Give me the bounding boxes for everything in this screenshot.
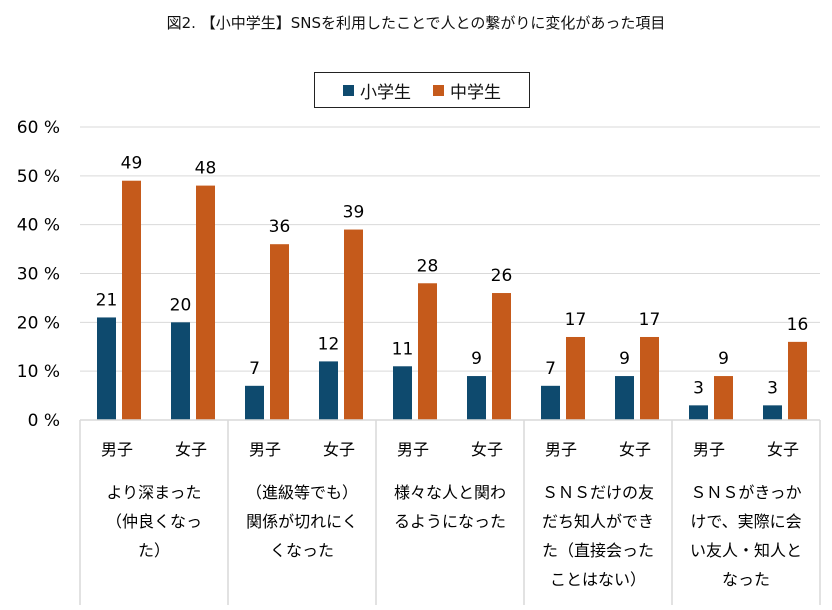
category-label: なった (722, 570, 770, 589)
bar-elementary (689, 405, 708, 420)
data-label: 9 (718, 349, 729, 369)
subcategory-label: 女子 (471, 440, 503, 459)
category-label: ＳＮＳだけの友 (542, 483, 654, 502)
bar-elementary (319, 361, 338, 420)
data-label: 36 (269, 217, 291, 237)
bar-elementary (393, 366, 412, 420)
bar-junior-high (492, 293, 511, 420)
subcategory-label: 女子 (323, 440, 355, 459)
category-label: （仲良くなっ (106, 512, 202, 531)
data-label: 12 (318, 334, 340, 354)
subcategory-label: 女子 (175, 440, 207, 459)
subcategory-label: 男子 (397, 440, 429, 459)
y-tick-label: 30 % (17, 265, 60, 285)
bar-junior-high (566, 336, 585, 420)
category-label: より深まった (106, 483, 201, 502)
subcategory-label: 男子 (249, 440, 281, 459)
category-label: だち知人ができ (542, 512, 654, 531)
y-tick-label: 20 % (17, 313, 60, 333)
y-tick-label: 0 % (28, 411, 60, 431)
subcategory-label: 女子 (619, 440, 651, 459)
bar-junior-high (196, 185, 215, 420)
chart-title: 図2. 【小中学生】SNSを利用したことで人との繋がりに変化があった項目 (166, 14, 666, 32)
category-label: 関係が切れにく (246, 512, 358, 531)
y-tick-label: 50 % (17, 167, 60, 187)
data-label: 20 (170, 295, 192, 315)
data-label: 26 (491, 266, 513, 286)
subcategory-label: 男子 (545, 440, 577, 459)
data-label: 11 (392, 339, 414, 359)
bar-elementary (541, 385, 560, 420)
y-tick-label: 10 % (17, 362, 60, 382)
data-label: 16 (787, 315, 809, 335)
legend-swatch (343, 84, 354, 96)
subcategory-label: 男子 (693, 440, 725, 459)
category-label: けで、実際に会 (690, 512, 801, 531)
bar-junior-high (788, 341, 807, 420)
legend-label: 小学生 (360, 82, 411, 103)
y-tick-label: 40 % (17, 216, 60, 236)
category-label: 様々な人と関わ (394, 483, 506, 502)
legend-label: 中学生 (450, 82, 501, 103)
subcategory-label: 女子 (767, 440, 799, 459)
data-label: 48 (195, 159, 217, 179)
category-label: るようになった (394, 512, 506, 531)
subcategory-label: 男子 (101, 440, 133, 459)
data-label: 3 (767, 378, 778, 398)
legend-item-junior-high: 中学生 (433, 78, 501, 103)
bar-junior-high (270, 244, 289, 420)
bar-elementary (171, 322, 190, 420)
bar-junior-high (714, 376, 733, 420)
y-tick-label: 60 % (17, 118, 60, 138)
bar-elementary (467, 376, 486, 420)
data-label: 9 (619, 349, 630, 369)
data-label: 17 (565, 310, 587, 330)
category-label: ことはない） (550, 570, 646, 589)
bar-elementary (97, 317, 116, 420)
bar-junior-high (640, 336, 659, 420)
data-label: 17 (639, 310, 661, 330)
data-label: 7 (545, 359, 556, 379)
bar-junior-high (122, 180, 141, 420)
data-label: 28 (417, 256, 439, 276)
category-label: た） (138, 541, 170, 560)
bar-elementary (763, 405, 782, 420)
category-label: ＳＮＳがきっか (690, 483, 801, 502)
legend: 小学生 中学生 (314, 72, 530, 108)
data-label: 49 (121, 154, 143, 174)
data-label: 21 (96, 290, 118, 310)
data-label: 7 (249, 359, 260, 379)
bar-elementary (615, 376, 634, 420)
data-label: 3 (693, 378, 704, 398)
data-label: 9 (471, 349, 482, 369)
category-label: た（直接会った (542, 541, 654, 560)
bar-junior-high (344, 229, 363, 420)
category-label: い友人・知人と (690, 541, 802, 560)
legend-swatch (433, 84, 444, 96)
bar-junior-high (418, 283, 437, 420)
data-label: 39 (343, 203, 365, 223)
category-label: （進級等でも） (246, 483, 358, 502)
bar-elementary (245, 385, 264, 420)
category-label: くなった (270, 541, 334, 560)
legend-item-elementary: 小学生 (343, 78, 411, 103)
